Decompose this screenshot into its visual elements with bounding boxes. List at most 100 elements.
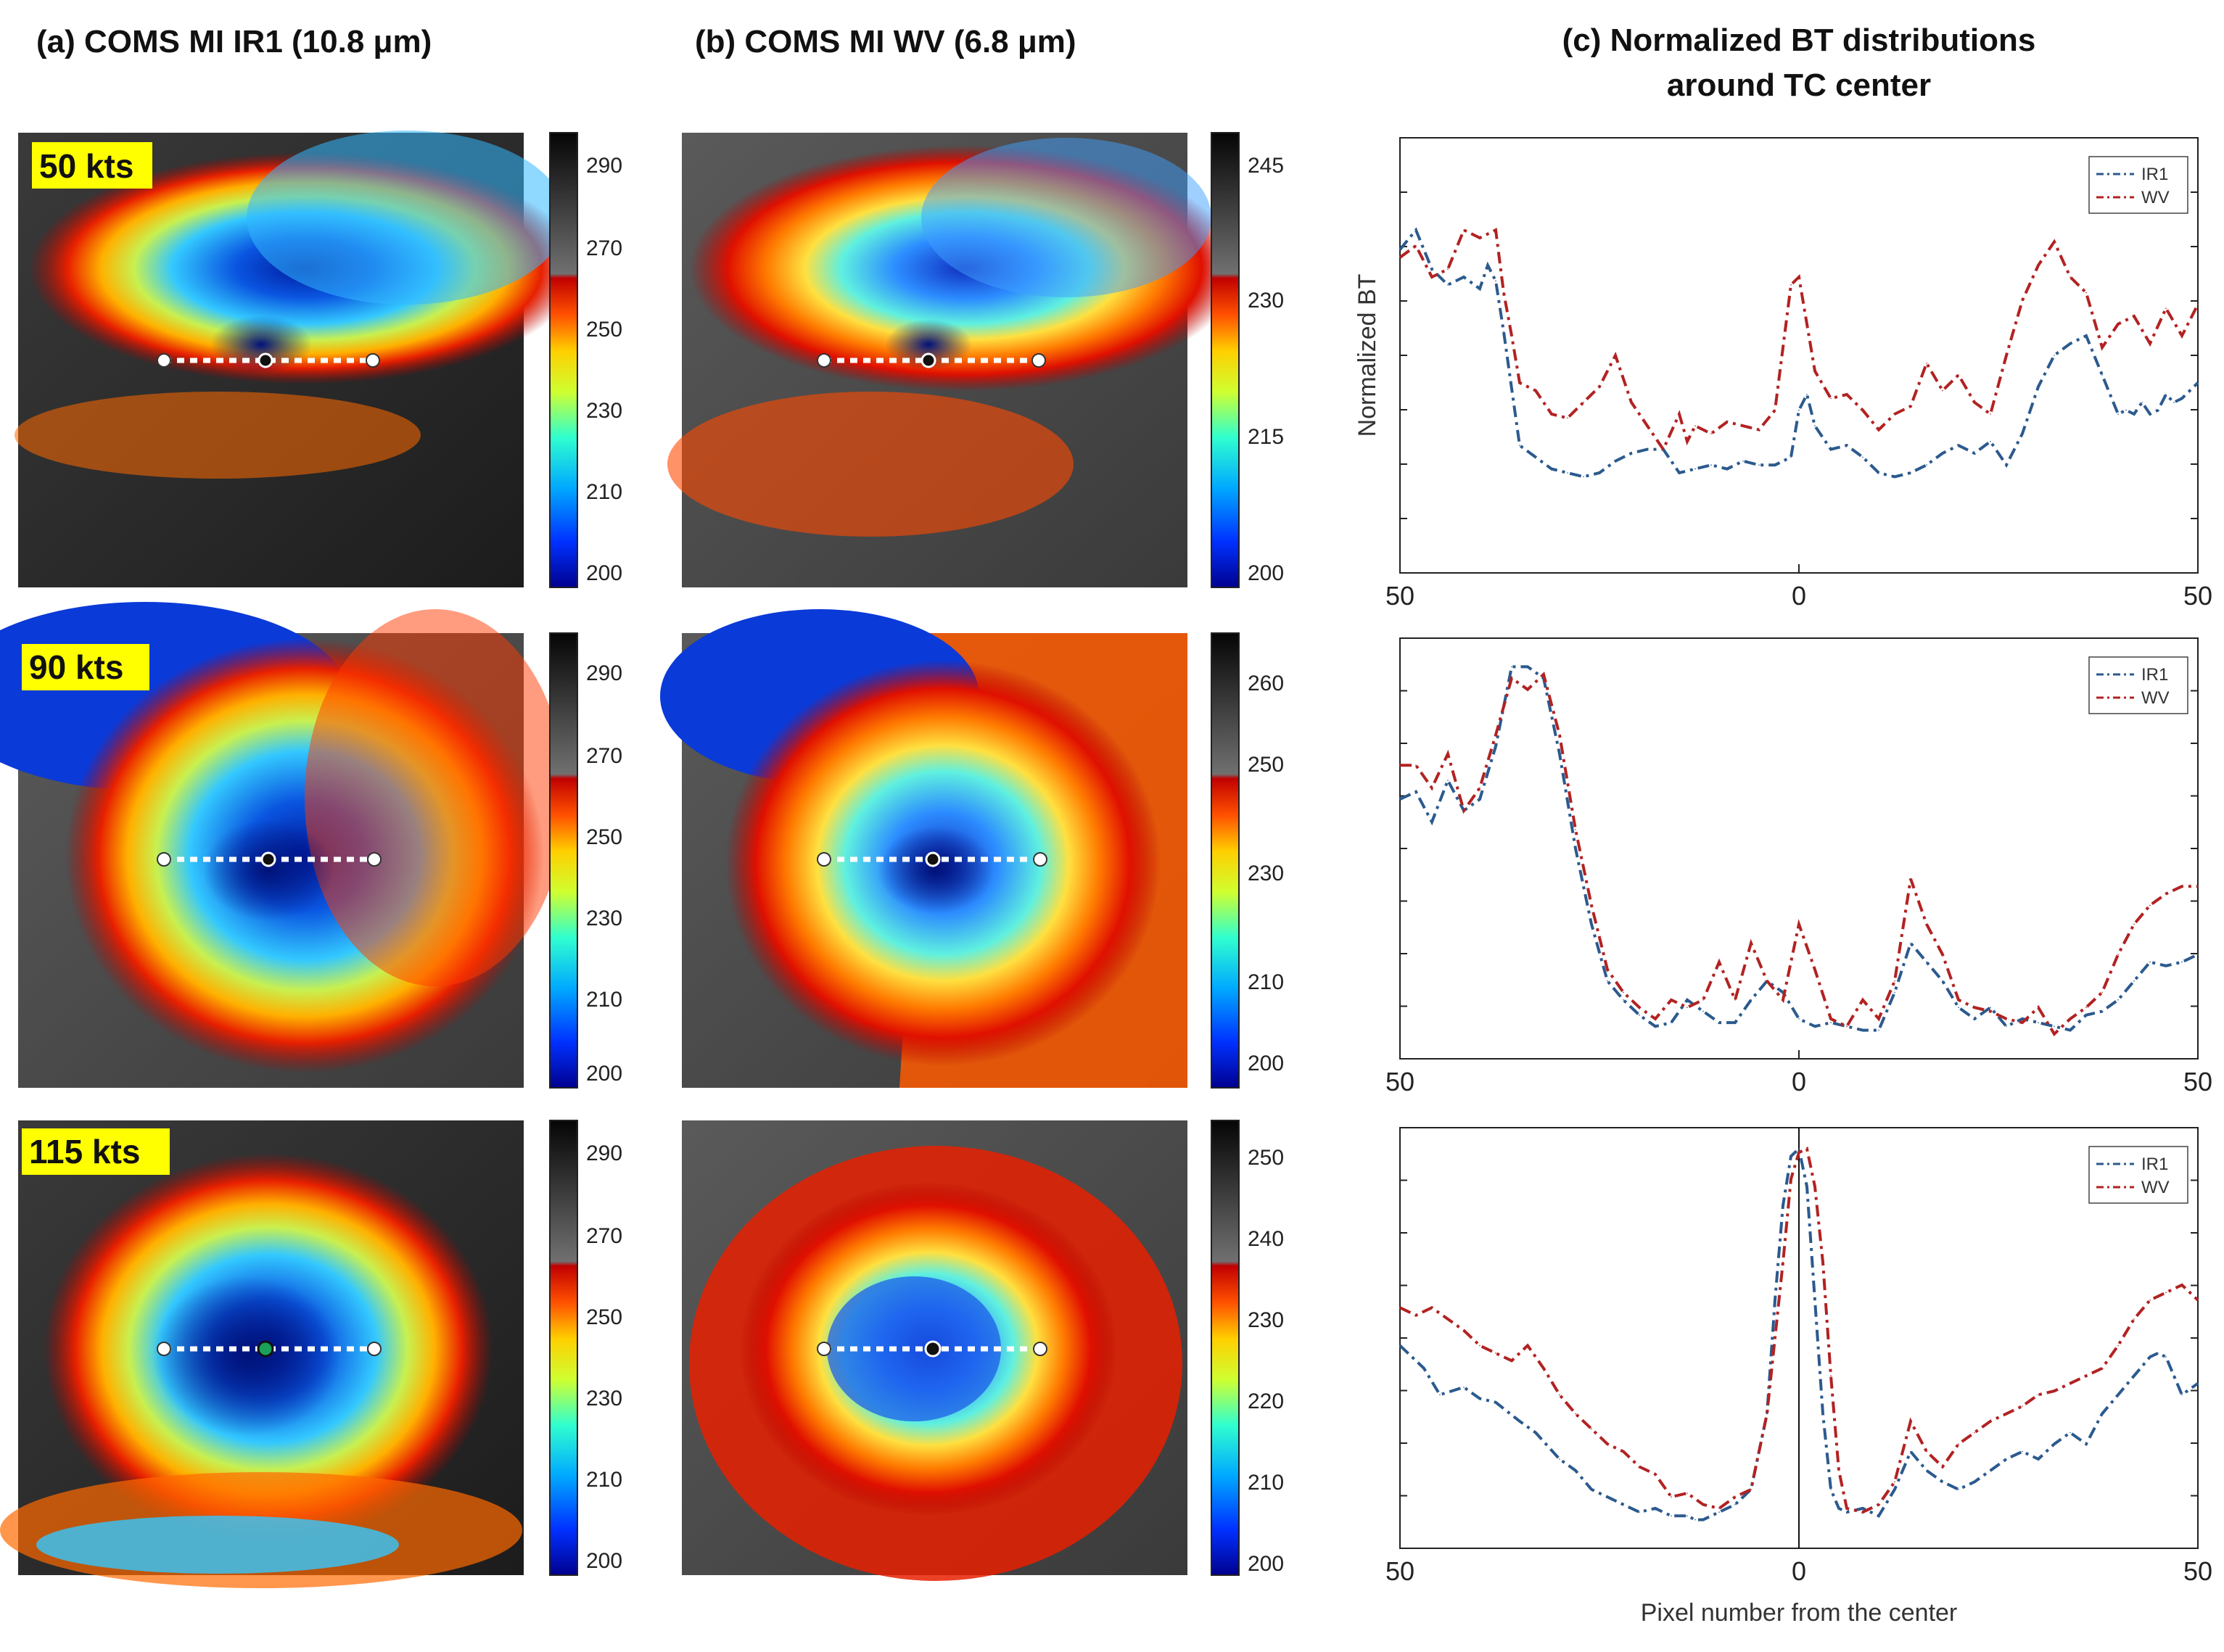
data-point-wv bbox=[1894, 980, 1895, 982]
data-point-ir1 bbox=[1958, 1007, 1959, 1008]
data-point-wv bbox=[1846, 1025, 1848, 1028]
data-point-ir1 bbox=[1399, 249, 1401, 251]
data-point-wv bbox=[1399, 1307, 1401, 1308]
data-point-wv bbox=[2022, 1405, 2023, 1407]
data-point-wv bbox=[1511, 1360, 1512, 1362]
data-point-wv bbox=[1447, 268, 1449, 270]
wv-tick-label: 200 bbox=[1248, 1052, 1284, 1075]
ir-tick-label: 250 bbox=[586, 318, 622, 342]
wv-tick-label: 210 bbox=[1248, 1471, 1284, 1495]
legend-label-wv: WV bbox=[2141, 1178, 2170, 1197]
wv-tick-label: 250 bbox=[1248, 753, 1284, 777]
data-point-ir1 bbox=[1862, 1508, 1863, 1509]
data-point-ir1 bbox=[1575, 848, 1576, 849]
data-point-ir1 bbox=[1790, 1155, 1792, 1157]
data-point-wv bbox=[1463, 1329, 1465, 1331]
data-point-wv bbox=[1447, 1318, 1449, 1320]
data-point-ir1 bbox=[1942, 1481, 1943, 1483]
ir-tick-label: 270 bbox=[586, 236, 622, 260]
data-point-wv bbox=[1679, 413, 1680, 415]
data-point-ir1 bbox=[1830, 1022, 1832, 1023]
x-tick-label: 50 bbox=[1385, 1556, 1414, 1586]
data-point-ir1 bbox=[1591, 923, 1592, 925]
data-point-wv bbox=[2054, 241, 2055, 243]
data-point-wv bbox=[1990, 1421, 1991, 1422]
data-point-ir1 bbox=[1431, 268, 1433, 270]
data-point-wv bbox=[1479, 237, 1480, 239]
data-point-ir1 bbox=[1990, 441, 1991, 442]
ir-colorbar-row-1: 290 270 250 230 210 200 bbox=[549, 132, 622, 588]
data-point-wv bbox=[2197, 885, 2199, 887]
data-point-wv bbox=[1718, 961, 1720, 963]
data-point-ir1 bbox=[1439, 1394, 1441, 1396]
data-point-ir1 bbox=[1415, 790, 1417, 793]
data-point-ir1 bbox=[1479, 798, 1480, 800]
data-point-ir1 bbox=[1495, 746, 1496, 747]
data-point-wv bbox=[2181, 885, 2183, 887]
data-point-wv bbox=[1559, 734, 1560, 736]
x-tick-label: 0 bbox=[1792, 1556, 1806, 1586]
data-point-ir1 bbox=[2085, 335, 2087, 336]
x-tick-label: 0 bbox=[1792, 1067, 1806, 1096]
data-point-ir1 bbox=[2149, 413, 2151, 415]
wv-tick-label: 215 bbox=[1248, 425, 1284, 449]
data-point-wv bbox=[1958, 374, 1959, 376]
data-point-ir1 bbox=[2006, 464, 2007, 466]
data-point-ir1 bbox=[2022, 1450, 2023, 1453]
data-point-ir1 bbox=[2038, 1458, 2039, 1460]
data-point-wv bbox=[1846, 394, 1848, 395]
wv-colorbar-row-2: 260 250 230 210 200 bbox=[1211, 632, 1284, 1089]
data-point-ir1 bbox=[1974, 1481, 1975, 1483]
plot-frame bbox=[1399, 637, 2199, 1060]
data-point-ir1 bbox=[2038, 1022, 2039, 1023]
data-point-ir1 bbox=[1814, 1025, 1816, 1028]
data-point-wv bbox=[1942, 389, 1943, 392]
data-point-ir1 bbox=[1479, 288, 1480, 290]
data-point-ir1 bbox=[1527, 666, 1528, 668]
data-point-ir1 bbox=[1878, 472, 1879, 474]
data-point-wv bbox=[1511, 677, 1512, 679]
data-point-wv bbox=[1415, 1314, 1417, 1316]
ir-tick-label: 270 bbox=[586, 1224, 622, 1248]
data-point-wv bbox=[1639, 1007, 1640, 1008]
ir-tick-label: 270 bbox=[586, 744, 622, 768]
legend-box bbox=[2088, 156, 2188, 214]
data-point-wv bbox=[1774, 409, 1776, 411]
data-point-ir1 bbox=[1830, 448, 1832, 450]
ir-tick-label: 250 bbox=[586, 1305, 622, 1329]
data-point-wv bbox=[2085, 292, 2087, 294]
data-point-ir1 bbox=[2069, 1029, 2071, 1031]
data-point-wv bbox=[1862, 409, 1863, 411]
data-point-wv bbox=[1798, 923, 1800, 925]
data-point-ir1 bbox=[1503, 331, 1504, 333]
data-point-ir1 bbox=[1591, 1489, 1592, 1490]
data-point-wv bbox=[1647, 425, 1648, 426]
data-point-ir1 bbox=[1535, 1432, 1536, 1434]
data-point-wv bbox=[1543, 1368, 1544, 1369]
data-point-wv bbox=[2165, 1292, 2167, 1294]
wv-tick-label: 200 bbox=[1248, 561, 1284, 585]
data-point-wv bbox=[1623, 1450, 1624, 1453]
data-point-wv bbox=[1910, 878, 1911, 880]
data-point-ir1 bbox=[1734, 1503, 1736, 1506]
data-point-ir1 bbox=[2101, 1413, 2103, 1415]
data-point-ir1 bbox=[1830, 1489, 1832, 1490]
data-point-ir1 bbox=[1710, 464, 1712, 466]
data-point-wv bbox=[1527, 689, 1528, 690]
data-point-ir1 bbox=[1822, 1413, 1824, 1415]
data-point-ir1 bbox=[1742, 461, 1744, 462]
data-point-ir1 bbox=[1910, 942, 1911, 944]
data-point-wv bbox=[1726, 421, 1728, 423]
data-point-wv bbox=[1567, 417, 1568, 419]
data-point-wv bbox=[2197, 304, 2199, 305]
wv-tick-label: 240 bbox=[1248, 1227, 1284, 1251]
data-point-wv bbox=[1750, 1489, 1752, 1490]
data-point-wv bbox=[1559, 1394, 1560, 1396]
data-point-wv bbox=[1766, 1413, 1768, 1415]
data-point-ir1 bbox=[2038, 386, 2039, 387]
data-point-wv bbox=[1399, 764, 1401, 766]
data-point-ir1 bbox=[2022, 1018, 2023, 1020]
legend-box bbox=[2088, 656, 2188, 714]
data-point-ir1 bbox=[1519, 1421, 1520, 1422]
data-point-wv bbox=[2085, 1007, 2087, 1008]
